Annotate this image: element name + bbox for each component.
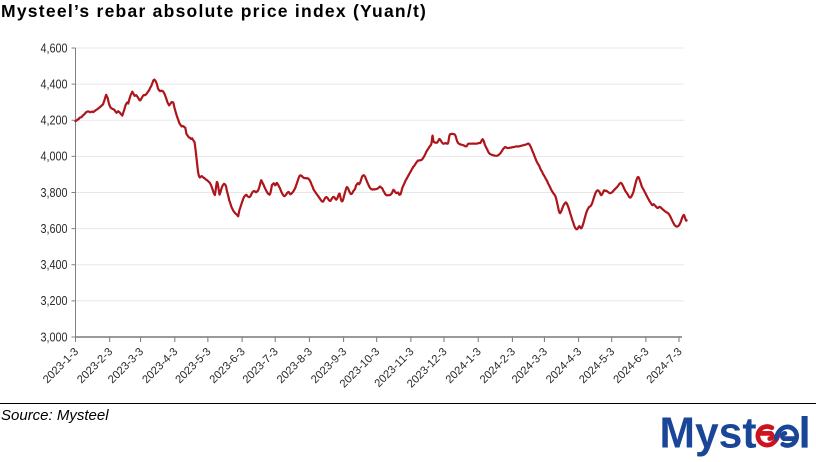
svg-text:Myst: Myst: [660, 409, 757, 458]
svg-text:4,000: 4,000: [41, 150, 68, 164]
svg-text:3,400: 3,400: [41, 258, 68, 272]
svg-text:3,600: 3,600: [41, 222, 68, 236]
svg-text:4,200: 4,200: [41, 114, 68, 128]
svg-text:4,600: 4,600: [41, 41, 68, 55]
svg-text:2024-7-3: 2024-7-3: [644, 346, 684, 386]
svg-text:2023-7-3: 2023-7-3: [241, 346, 281, 386]
svg-text:2024-5-3: 2024-5-3: [577, 346, 617, 386]
svg-text:2024-4-3: 2024-4-3: [544, 346, 584, 386]
svg-text:2023-8-3: 2023-8-3: [275, 346, 315, 386]
svg-text:4,400: 4,400: [41, 77, 68, 91]
svg-text:2024-1-3: 2024-1-3: [444, 346, 484, 386]
svg-text:2023-5-3: 2023-5-3: [173, 346, 213, 386]
svg-text:3,000: 3,000: [41, 330, 68, 344]
svg-text:3,200: 3,200: [41, 294, 68, 308]
svg-text:l: l: [799, 409, 811, 458]
svg-text:3,800: 3,800: [41, 186, 68, 200]
svg-text:2024-6-3: 2024-6-3: [611, 346, 651, 386]
svg-text:2023-1-3: 2023-1-3: [41, 346, 81, 386]
svg-text:2023-6-3: 2023-6-3: [208, 346, 248, 386]
svg-text:2024-3-3: 2024-3-3: [510, 346, 550, 386]
svg-text:2023-4-3: 2023-4-3: [140, 346, 180, 386]
